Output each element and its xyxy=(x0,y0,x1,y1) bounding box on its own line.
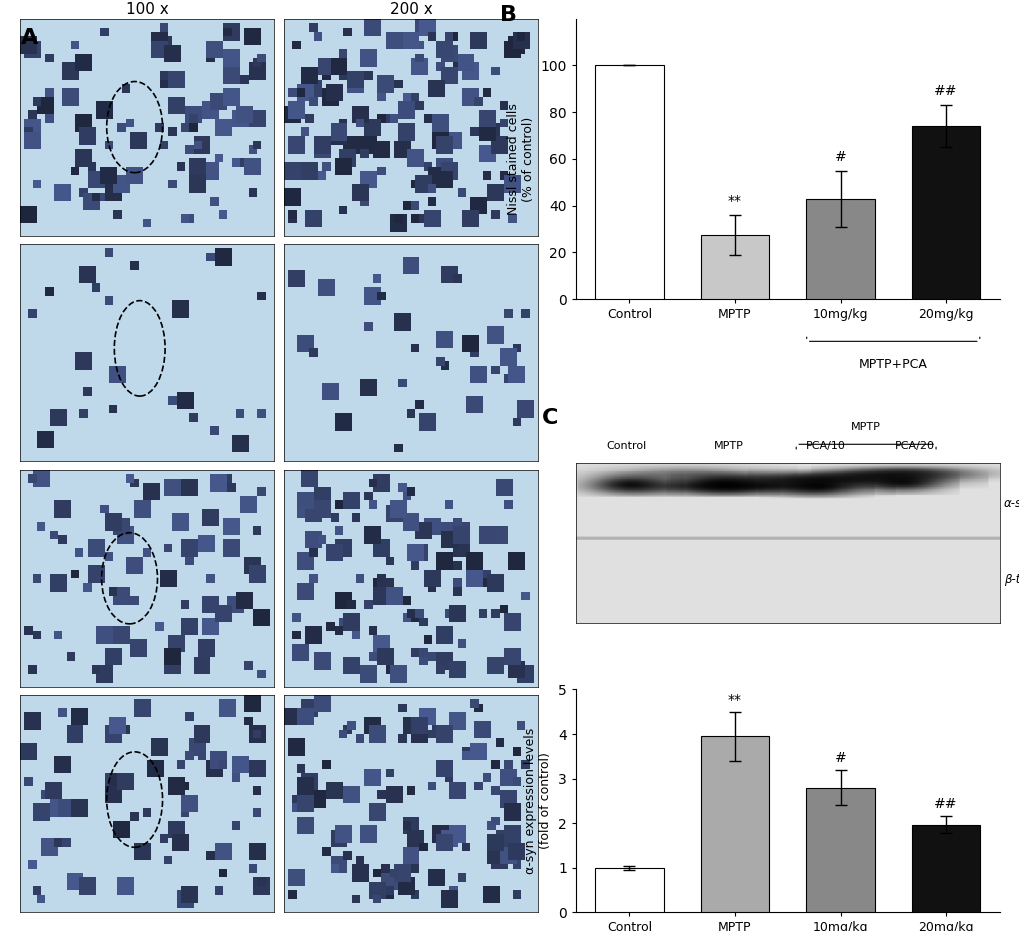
Text: **: ** xyxy=(728,694,741,708)
Text: MPTP: MPTP xyxy=(851,422,880,432)
Y-axis label: α-syn expression levels
(fold of control): α-syn expression levels (fold of control… xyxy=(524,728,552,874)
Title: 100 x: 100 x xyxy=(125,3,168,18)
Bar xyxy=(911,127,979,299)
Text: Control: Control xyxy=(606,440,646,451)
Bar xyxy=(594,868,663,912)
Bar xyxy=(700,736,768,912)
Text: #: # xyxy=(834,751,846,765)
Bar xyxy=(805,198,874,299)
Text: ##: ## xyxy=(933,84,957,98)
Text: α-syn: α-syn xyxy=(1003,497,1019,509)
Title: 200 x: 200 x xyxy=(389,3,432,18)
Text: PCA/10: PCA/10 xyxy=(805,440,845,451)
Text: MPTP: MPTP xyxy=(713,440,743,451)
Text: #: # xyxy=(834,150,846,164)
Text: C: C xyxy=(541,408,557,427)
Text: **: ** xyxy=(728,194,741,208)
Text: A: A xyxy=(20,28,38,47)
Text: B: B xyxy=(499,5,517,24)
Y-axis label: Nissl stained cells
(% of control): Nissl stained cells (% of control) xyxy=(506,103,534,215)
Bar xyxy=(805,788,874,912)
Text: β-tubulin: β-tubulin xyxy=(1003,573,1019,587)
Bar xyxy=(700,235,768,299)
Bar xyxy=(594,65,663,299)
Bar xyxy=(911,825,979,912)
Text: PCA/20: PCA/20 xyxy=(894,440,934,451)
Text: MPTP+PCA: MPTP+PCA xyxy=(858,358,927,371)
Text: ##: ## xyxy=(933,797,957,811)
